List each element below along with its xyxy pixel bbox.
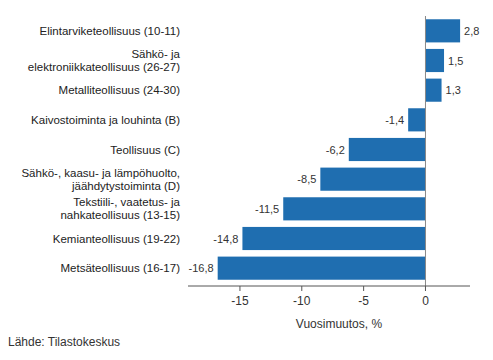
category-label: Metsäteollisuus (16-17) [60,262,180,274]
x-axis-line [188,286,470,287]
x-tick-label: -10 [293,294,311,308]
data-label: -14,8 [213,233,238,245]
bar [408,108,425,131]
zero-line [425,16,426,286]
category-label: Sähkö- jaelektroniikkateollisuus (26-27) [28,48,181,73]
bar [283,197,425,220]
category-label: Elintarviketeollisuus (10-11) [40,25,181,37]
x-tick [301,286,302,291]
category-label: Kaivostoiminta ja louhinta (B) [31,114,180,126]
x-tick [363,286,364,291]
bar [425,19,460,42]
bar [349,138,426,161]
x-tick [239,286,240,291]
x-tick-label: -15 [231,294,249,308]
x-axis-title: Vuosimuutos, % [296,317,383,331]
source-note: Lähde: Tilastokeskus [8,335,120,349]
bar [218,257,426,280]
bar [242,227,425,250]
data-label: -6,2 [326,144,345,156]
data-label: -8,5 [297,173,316,185]
chart-container: -15 -10 -5 0 Elintarviketeollisuus (10-11) Sä… [0,0,493,360]
category-label: Metalliteollisuus (24-30) [59,84,181,96]
data-label: -11,5 [255,203,279,215]
category-label: Kemianteollisuus (19-22) [53,233,180,245]
bars [218,19,460,279]
category-label: Tekstiili-, vaatetus- janahkateollisuus … [60,196,180,221]
bar [320,168,425,191]
bar [425,49,444,72]
x-tick [425,286,426,291]
data-label: 1,3 [446,84,461,96]
bar [425,79,441,102]
x-tick-label: -5 [358,294,369,308]
category-label: Sähkö-, kaasu- ja lämpöhuolto,jäähdytyst… [21,167,180,192]
x-tick-label: 0 [422,294,429,308]
data-label: 1,5 [448,55,463,67]
chart: -15 -10 -5 0 Elintarviketeollisuus (10-11) Sä… [0,0,493,360]
data-label: 2,8 [464,25,479,37]
data-label: -1,4 [385,114,404,126]
category-label: Teollisuus (C) [110,144,180,156]
data-label: -16,8 [189,262,214,274]
